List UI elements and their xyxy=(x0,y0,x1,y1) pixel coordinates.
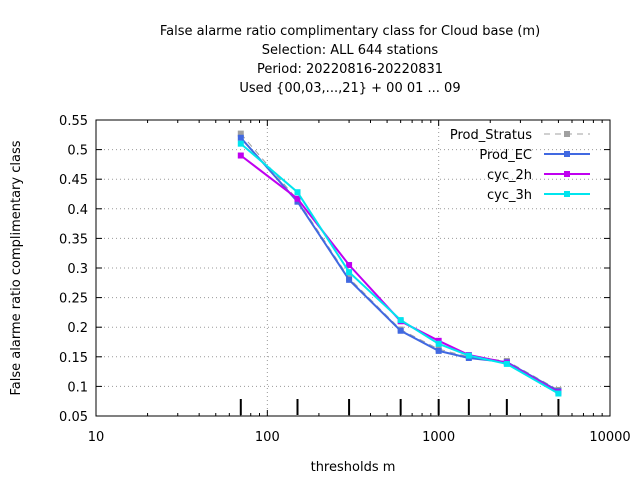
data-point xyxy=(237,152,244,159)
y-tick-label: 0.15 xyxy=(59,351,88,366)
y-tick-label: 0.25 xyxy=(59,292,88,307)
x-tick-label: 10 xyxy=(88,430,105,445)
grid xyxy=(96,120,610,416)
y-tick-label: 0.4 xyxy=(67,203,88,218)
legend-label: Prod_EC xyxy=(479,148,532,163)
x-tick-label: 100 xyxy=(255,430,280,445)
axis-ticks: 0.05 0.1 0.15 0.2 0.25 0.3 0.35 0.4 0.45 0.5 0.55 1… xyxy=(59,114,631,445)
legend-swatch-marker xyxy=(564,171,570,177)
threshold-markers xyxy=(239,399,560,415)
title-line: Used {00,03,...,21} + 00 01 ... 09 xyxy=(239,81,460,96)
title-line: Selection: ALL 644 stations xyxy=(262,43,439,58)
data-point xyxy=(397,327,404,334)
data-point xyxy=(237,134,244,141)
title-line: Period: 20220816-20220831 xyxy=(257,62,443,77)
title-line: False alarme ratio complimentary class f… xyxy=(160,24,540,39)
legend: Prod_Stratus Prod_EC cyc_2h cyc_3h xyxy=(450,128,590,203)
x-tick-label: 1000 xyxy=(422,430,455,445)
data-point xyxy=(435,347,442,354)
y-tick-label: 0.1 xyxy=(67,380,88,395)
legend-swatch-marker xyxy=(564,131,570,137)
data-point xyxy=(294,189,301,196)
legend-label: cyc_2h xyxy=(487,168,532,183)
y-tick-label: 0.2 xyxy=(67,321,88,336)
legend-label: cyc_3h xyxy=(487,188,532,203)
data-point xyxy=(555,390,562,397)
data-point xyxy=(346,262,353,269)
y-tick-label: 0.5 xyxy=(67,144,88,159)
series-line xyxy=(240,142,559,395)
y-tick-label: 0.45 xyxy=(59,173,88,188)
y-tick-label: 0.05 xyxy=(59,410,88,425)
y-tick-label: 0.35 xyxy=(59,232,88,247)
x-axis-title: thresholds m xyxy=(311,460,396,475)
data-point xyxy=(435,340,442,347)
data-point xyxy=(237,130,244,137)
data-point xyxy=(294,195,301,202)
y-axis-title: False alarme ratio complimentary class xyxy=(9,140,24,395)
data-point xyxy=(465,352,472,359)
chart-title: False alarme ratio complimentary class f… xyxy=(160,24,540,96)
y-tick-label: 0.3 xyxy=(67,262,88,277)
series xyxy=(237,130,562,397)
data-point xyxy=(397,317,404,324)
data-point xyxy=(346,276,353,283)
data-point xyxy=(346,269,353,276)
x-tick-label: 10000 xyxy=(589,430,630,445)
legend-swatch-marker xyxy=(564,191,570,197)
legend-swatch-marker xyxy=(564,151,570,157)
legend-label: Prod_Stratus xyxy=(450,128,532,143)
data-point xyxy=(237,140,244,147)
data-point xyxy=(503,360,510,367)
y-tick-label: 0.55 xyxy=(59,114,88,129)
